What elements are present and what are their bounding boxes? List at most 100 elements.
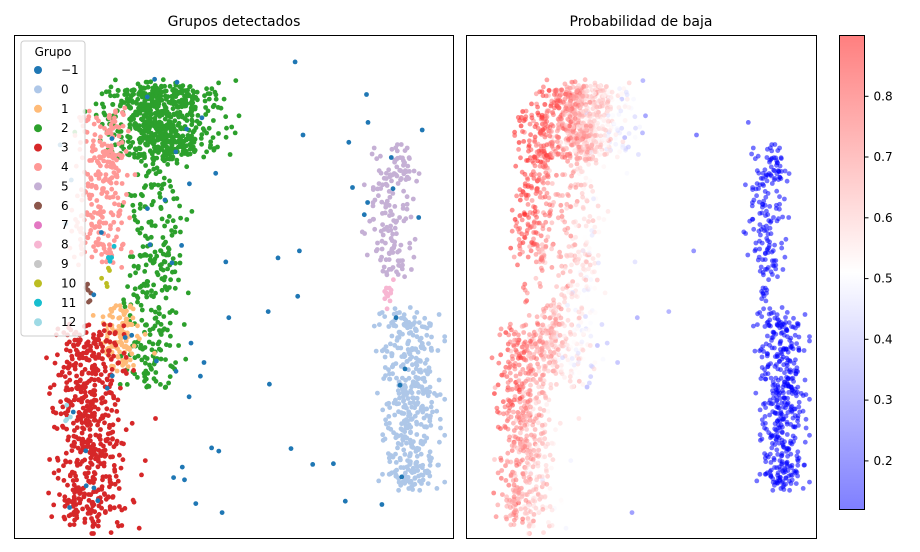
cluster-point (71, 343, 77, 349)
cluster-point (144, 356, 150, 361)
cluster-point (132, 193, 138, 198)
cluster-point (400, 202, 406, 208)
probability-point (567, 114, 573, 120)
cluster-point (131, 151, 137, 157)
cluster-point (58, 372, 64, 378)
cluster-point (146, 117, 152, 123)
cluster-point (64, 416, 70, 422)
cluster-point (96, 503, 102, 509)
probability-point (525, 221, 531, 227)
probability-point (588, 83, 593, 89)
cluster-point (132, 121, 138, 126)
cluster-point (380, 407, 386, 413)
legend-marker (34, 85, 42, 94)
cluster-point (414, 432, 420, 437)
cluster-point (99, 252, 104, 257)
cluster-point (151, 282, 157, 288)
probability-point (567, 185, 573, 191)
cluster-point (389, 238, 395, 244)
probability-point (593, 128, 598, 134)
cluster-point (428, 413, 433, 419)
probability-point (511, 494, 517, 500)
probability-point (769, 249, 775, 255)
probability-point (619, 91, 625, 97)
cluster-point (178, 229, 183, 235)
probability-point (754, 181, 760, 187)
cluster-point (127, 215, 132, 221)
cluster-point (379, 310, 385, 315)
cluster-point (116, 315, 122, 321)
cluster-point (89, 531, 95, 536)
cluster-point (129, 332, 135, 338)
probability-point (795, 384, 801, 390)
cluster-point (112, 331, 118, 337)
cluster-point (199, 132, 205, 138)
cluster-point (108, 381, 114, 387)
cluster-point (428, 404, 434, 410)
cluster-point (124, 320, 130, 326)
probability-point (524, 479, 530, 485)
cluster-point (102, 492, 107, 497)
cluster-point (123, 316, 129, 322)
cluster-point (413, 355, 419, 361)
cluster-point (68, 414, 73, 420)
probability-point (757, 211, 763, 216)
cluster-point (99, 275, 104, 281)
cluster-point (127, 347, 132, 352)
cluster-point (210, 104, 216, 110)
probability-point (521, 139, 527, 144)
cluster-point (157, 191, 163, 196)
probability-point (613, 136, 618, 141)
probability-point (762, 324, 768, 329)
cluster-point (169, 232, 175, 238)
probability-point (764, 178, 770, 184)
probability-point (783, 326, 789, 332)
cluster-point (209, 445, 215, 451)
cluster-point (386, 250, 392, 256)
probability-point (588, 131, 594, 137)
cluster-point (102, 453, 108, 459)
cluster-point (223, 114, 229, 120)
cluster-point (207, 145, 213, 150)
probability-point (524, 460, 530, 465)
cluster-point (97, 378, 102, 383)
cluster-point (375, 240, 380, 246)
cluster-point (161, 158, 167, 164)
cluster-point (161, 175, 167, 181)
probability-point (525, 254, 531, 260)
probability-point (802, 439, 808, 445)
probability-point (592, 260, 598, 266)
cluster-point (64, 347, 69, 353)
probability-point (540, 313, 545, 318)
probability-point (520, 249, 525, 255)
probability-point (515, 262, 520, 268)
probability-point (780, 424, 785, 430)
cluster-point (96, 352, 102, 357)
legend-label: 10 (61, 276, 76, 290)
probability-point (508, 459, 514, 465)
probability-point (543, 444, 549, 450)
cluster-point (375, 390, 380, 396)
probability-point (495, 424, 501, 430)
legend-label: 0 (61, 82, 69, 96)
probability-point (569, 173, 574, 179)
probability-point (526, 519, 532, 524)
probability-point (780, 444, 786, 450)
cluster-point (401, 447, 407, 453)
cluster-point (134, 333, 140, 339)
cluster-point (146, 128, 151, 134)
cluster-point (402, 160, 407, 166)
probability-point (527, 377, 533, 383)
probability-point (532, 433, 537, 439)
cluster-point (60, 404, 66, 410)
cluster-point (112, 402, 118, 407)
cluster-point (112, 115, 117, 121)
cluster-point (82, 491, 87, 497)
cluster-point (411, 400, 416, 405)
legend-title: Grupo (35, 45, 72, 59)
cluster-point (112, 142, 118, 148)
cluster-point (179, 83, 185, 89)
probability-point (536, 453, 541, 459)
cluster-point (424, 332, 430, 338)
probability-point (779, 305, 785, 310)
